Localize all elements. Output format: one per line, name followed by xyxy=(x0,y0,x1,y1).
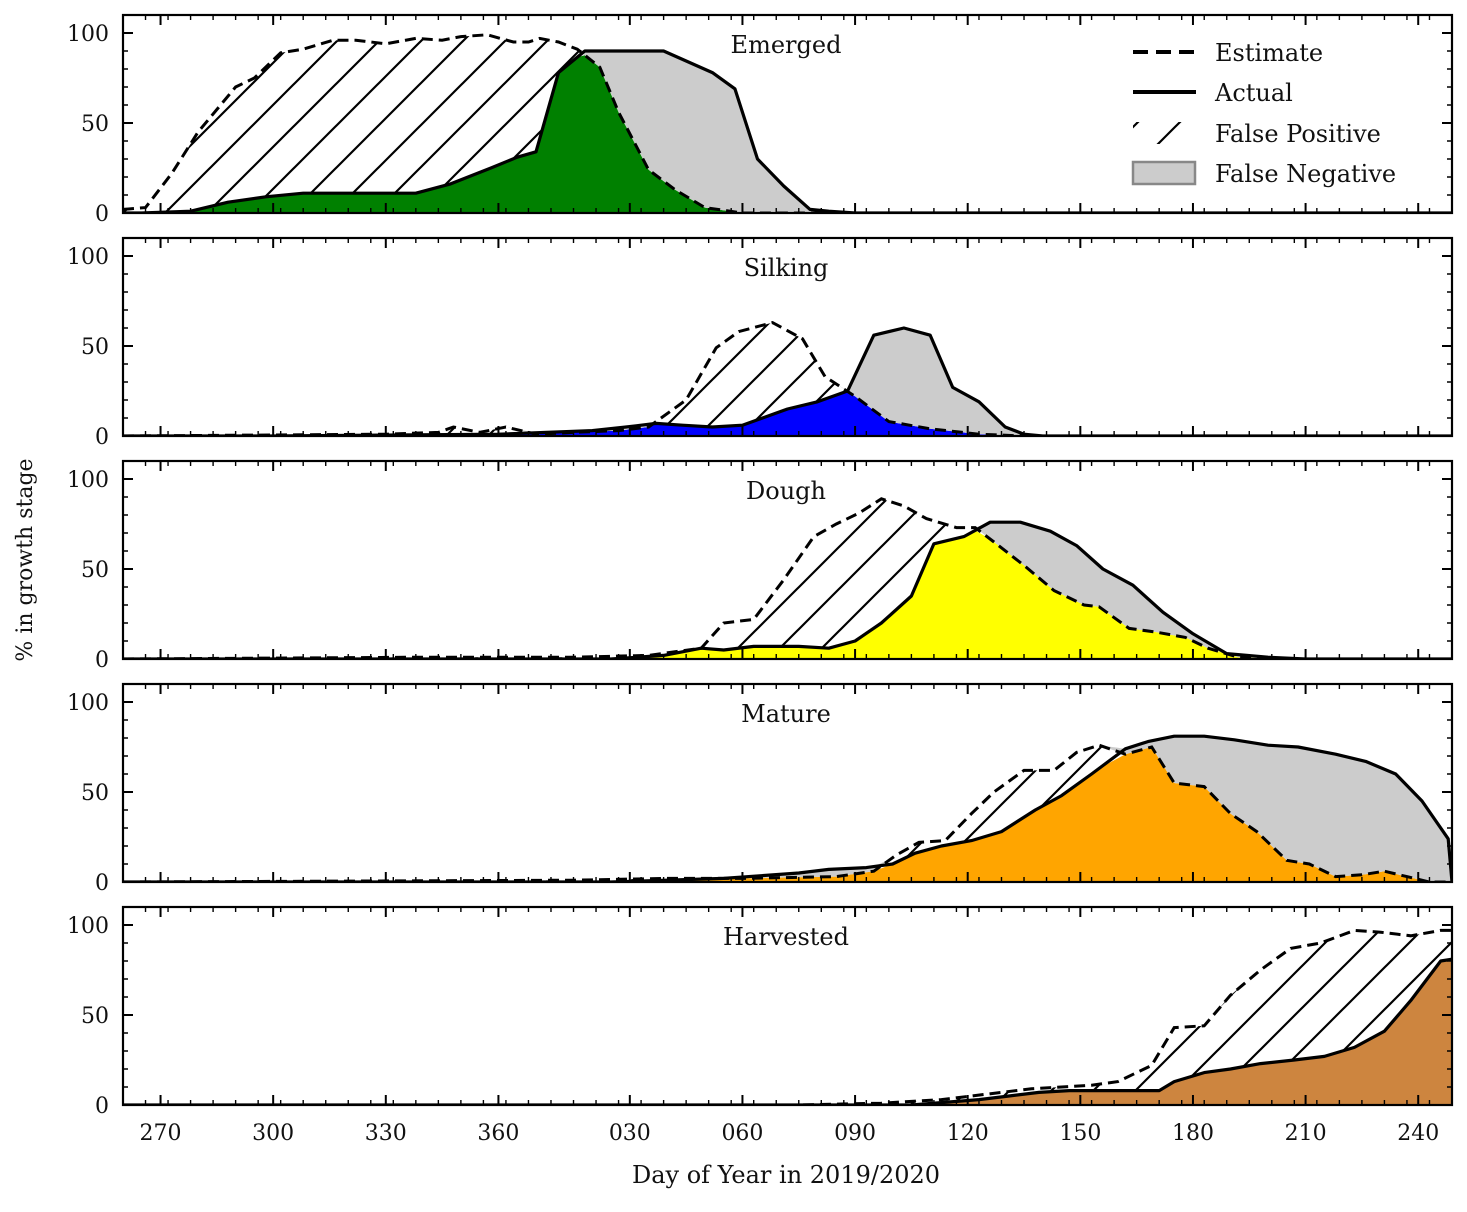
axes-frame-silking xyxy=(121,236,1454,438)
panel-title-emerged: Emerged xyxy=(731,31,842,59)
x-tick-label: 120 xyxy=(947,1121,989,1146)
actual-line-emerged xyxy=(123,49,1452,213)
legend-actual-label: Actual xyxy=(1214,79,1293,107)
x-tick-label: 330 xyxy=(365,1121,407,1146)
panel-title-mature: Mature xyxy=(741,700,831,728)
actual-line-silking xyxy=(123,326,1452,436)
estimate-line-emerged xyxy=(123,33,1452,213)
axes-frame-emerged xyxy=(121,13,1454,215)
x-tick-label: 300 xyxy=(252,1121,294,1146)
panel-harvested: 0 50 100 Harvested xyxy=(67,905,1454,1119)
panels-layer: 0 50 100 Emerged 0 50 100 Silking 0 50 100 Dough 0 50… xyxy=(67,13,1454,1146)
plot-area-dough xyxy=(123,497,1452,659)
true-positive-area-harvested xyxy=(123,959,1452,1105)
false-positive-area-emerged xyxy=(123,34,1452,213)
panel-title-harvested: Harvested xyxy=(723,923,849,951)
y-tick-label: 0 xyxy=(95,871,109,896)
panel-mature: 0 50 100 Mature xyxy=(67,682,1454,896)
y-tick-label: 50 xyxy=(81,781,109,806)
plot-area-emerged xyxy=(123,33,1452,213)
plot-area-mature xyxy=(123,734,1452,882)
true-positive-area-dough xyxy=(123,530,1452,659)
y-tick-label: 0 xyxy=(95,202,109,227)
x-tick-label: 210 xyxy=(1285,1121,1327,1146)
x-tick-label: 240 xyxy=(1397,1121,1439,1146)
legend-false-positive-label: False Positive xyxy=(1215,120,1381,148)
x-tick-label: 030 xyxy=(609,1121,651,1146)
y-tick-label: 100 xyxy=(67,468,109,493)
axes-frame-dough xyxy=(121,459,1454,661)
actual-line-mature xyxy=(123,734,1452,882)
legend: Estimate Actual False Positive False Neg… xyxy=(1131,39,1396,188)
x-tick-label: 090 xyxy=(834,1121,876,1146)
x-tick-label: 060 xyxy=(721,1121,763,1146)
estimate-line-dough xyxy=(123,497,1452,659)
false-positive-area-harvested xyxy=(123,930,1452,1105)
x-tick-label: 360 xyxy=(477,1121,519,1146)
panel-title-silking: Silking xyxy=(744,254,829,282)
false-negative-area-dough xyxy=(123,498,1452,659)
actual-line-dough xyxy=(123,520,1452,659)
y-tick-label: 50 xyxy=(81,335,109,360)
false-positive-area-dough xyxy=(123,498,1452,659)
y-tick-label: 100 xyxy=(67,691,109,716)
plot-area-silking xyxy=(123,320,1452,436)
x-tick-label: 180 xyxy=(1172,1121,1214,1146)
y-tick-label: 0 xyxy=(95,1094,109,1119)
y-tick-label: 100 xyxy=(67,245,109,270)
y-tick-label: 50 xyxy=(81,112,109,137)
y-tick-label: 50 xyxy=(81,558,109,583)
y-tick-label: 50 xyxy=(81,1004,109,1029)
true-positive-area-silking xyxy=(123,391,1452,436)
panel-emerged: 0 50 100 Emerged xyxy=(67,13,1454,227)
legend-false-negative-label: False Negative xyxy=(1215,160,1396,188)
axes-frame-mature xyxy=(121,682,1454,884)
estimate-line-harvested xyxy=(123,928,1452,1105)
actual-line-harvested xyxy=(123,957,1452,1105)
panel-silking: 0 50 100 Silking xyxy=(67,236,1454,450)
axes-frame-harvested xyxy=(121,905,1454,1107)
x-axis-label: Day of Year in 2019/2020 xyxy=(632,1161,940,1189)
legend-false-negative-swatch xyxy=(1131,160,1197,186)
y-tick-label: 0 xyxy=(95,648,109,673)
legend-estimate-label: Estimate xyxy=(1215,39,1323,67)
y-tick-label: 100 xyxy=(67,914,109,939)
false-negative-area-mature xyxy=(123,736,1452,882)
estimate-line-mature xyxy=(123,743,1452,882)
panel-title-dough: Dough xyxy=(746,477,826,505)
x-tick-label: 150 xyxy=(1059,1121,1101,1146)
false-positive-area-silking xyxy=(123,322,1452,436)
y-tick-label: 0 xyxy=(95,425,109,450)
panel-dough: 0 50 100 Dough xyxy=(67,459,1454,673)
y-tick-label: 100 xyxy=(67,22,109,47)
true-positive-area-mature xyxy=(123,747,1452,882)
y-axis-label: % in growth stage xyxy=(13,458,38,661)
legend-false-positive-swatch xyxy=(1133,122,1195,144)
plot-area-harvested xyxy=(123,928,1452,1105)
x-tick-label: 270 xyxy=(140,1121,182,1146)
estimate-line-silking xyxy=(123,320,1452,436)
